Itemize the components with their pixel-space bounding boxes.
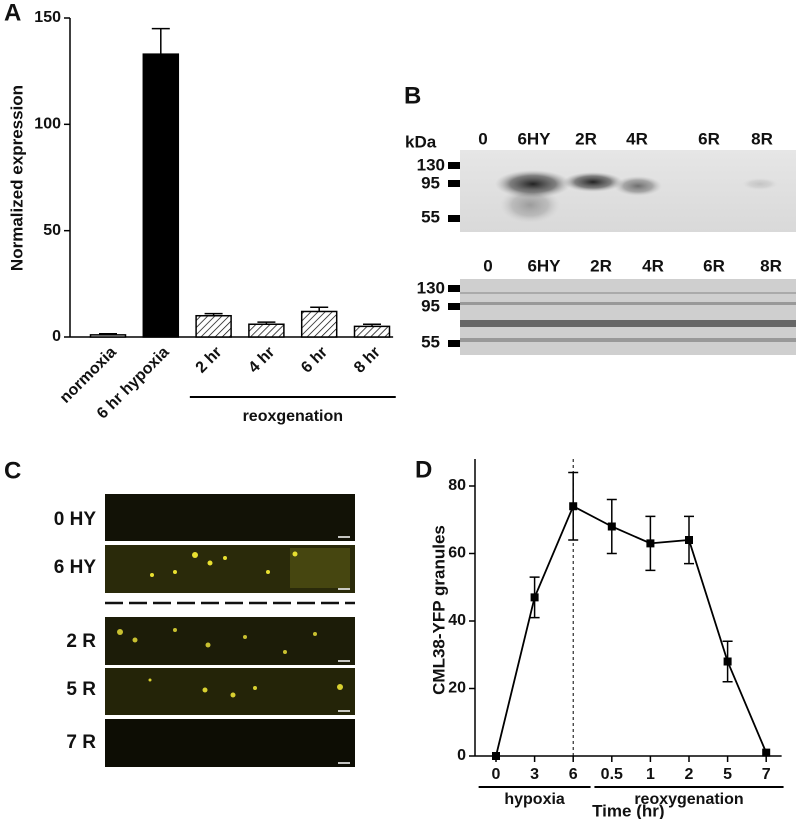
lane-label: 4R xyxy=(642,256,664,275)
y-tick-label: 0 xyxy=(457,747,466,764)
lane-label: 8R xyxy=(760,256,782,275)
unit-label: kDa xyxy=(405,132,437,151)
lane-label: 2R xyxy=(590,256,612,275)
x-tick-label: 6 hr xyxy=(298,344,331,377)
bar xyxy=(89,334,127,338)
point xyxy=(530,593,539,602)
x-tick-label: 7 xyxy=(762,766,771,783)
bar xyxy=(248,323,285,338)
line xyxy=(495,504,768,757)
panel-label: D xyxy=(415,456,432,483)
y-tick-label: 60 xyxy=(448,545,466,562)
bar xyxy=(142,53,180,338)
bar xyxy=(195,314,232,338)
x-tick-label: 2 hr xyxy=(193,344,226,377)
point xyxy=(569,502,578,511)
gel-image xyxy=(460,279,796,355)
marker-label: 95 xyxy=(421,173,440,192)
x-axis-label: Time (hr) xyxy=(592,801,664,819)
point xyxy=(723,657,732,666)
marker-label: 55 xyxy=(421,207,440,226)
x-tick-label: 4 hr xyxy=(245,344,278,377)
x-tick-label: 8 hr xyxy=(351,344,384,377)
error-bar xyxy=(151,27,170,55)
group-label: reoxygenation xyxy=(634,791,743,808)
row-label: 6 HY xyxy=(54,557,97,578)
row-label: 7 R xyxy=(66,732,96,753)
bar xyxy=(353,325,391,338)
panel-label: C xyxy=(4,457,21,484)
x-tick-label: 6 xyxy=(569,766,578,783)
row-label: 5 R xyxy=(66,679,96,700)
marker-label: 130 xyxy=(417,278,445,297)
y-axis-label: CML38-YFP granules xyxy=(429,525,448,695)
lane-label: 6HY xyxy=(527,256,561,275)
micrograph xyxy=(105,494,355,541)
x-tick-label: 1 xyxy=(646,766,655,783)
point xyxy=(685,536,693,544)
group-label: hypoxia xyxy=(504,791,565,808)
point xyxy=(607,522,616,531)
panel-b: B kDa 0 6HY 2R 4R 6R 8R 130 95 55 0 6HY … xyxy=(404,82,796,355)
x-tick-label: 0 xyxy=(492,766,501,783)
lane-label: 0 xyxy=(483,256,492,275)
x-tick-label: 0.5 xyxy=(601,766,623,783)
lane-label: 6R xyxy=(698,129,720,148)
marker-label: 95 xyxy=(421,296,440,315)
micrograph xyxy=(105,617,355,665)
x-tick-label: 3 xyxy=(530,766,539,783)
row-label: 2 R xyxy=(66,631,96,652)
y-axis-label: Normalized expression xyxy=(7,85,26,271)
row-label: 0 HY xyxy=(54,509,97,530)
group-label: reoxgenation xyxy=(243,408,343,425)
panel-c: C 0 HY 6 HY 2 R 5 R 7 R xyxy=(4,457,355,767)
lane-label: 6HY xyxy=(517,129,551,148)
x-tick-label: 5 xyxy=(723,766,732,783)
y-tick-label: 40 xyxy=(448,612,466,629)
bar xyxy=(300,310,338,338)
y-tick-label: 50 xyxy=(43,222,61,239)
point xyxy=(646,539,655,548)
point xyxy=(492,752,500,760)
y-tick-label: 20 xyxy=(448,680,466,697)
lane-label: 6R xyxy=(703,256,725,275)
y-tick-label: 0 xyxy=(52,328,61,345)
y-tick-label: 80 xyxy=(448,477,466,494)
point xyxy=(762,748,771,757)
marker-label: 55 xyxy=(421,332,440,351)
micrograph xyxy=(105,719,355,767)
y-tick-label: 100 xyxy=(34,116,61,133)
lane-label: 2R xyxy=(575,129,597,148)
y-tick-label: 150 xyxy=(34,9,61,26)
lane-label: 0 xyxy=(478,129,487,148)
panel-label: B xyxy=(404,82,421,109)
panel-label: A xyxy=(4,0,21,26)
lane-label: 8R xyxy=(751,129,773,148)
marker-label: 130 xyxy=(417,155,445,174)
micrograph xyxy=(105,668,355,715)
lane-label: 4R xyxy=(626,129,648,148)
x-tick-label: 2 xyxy=(685,766,694,783)
